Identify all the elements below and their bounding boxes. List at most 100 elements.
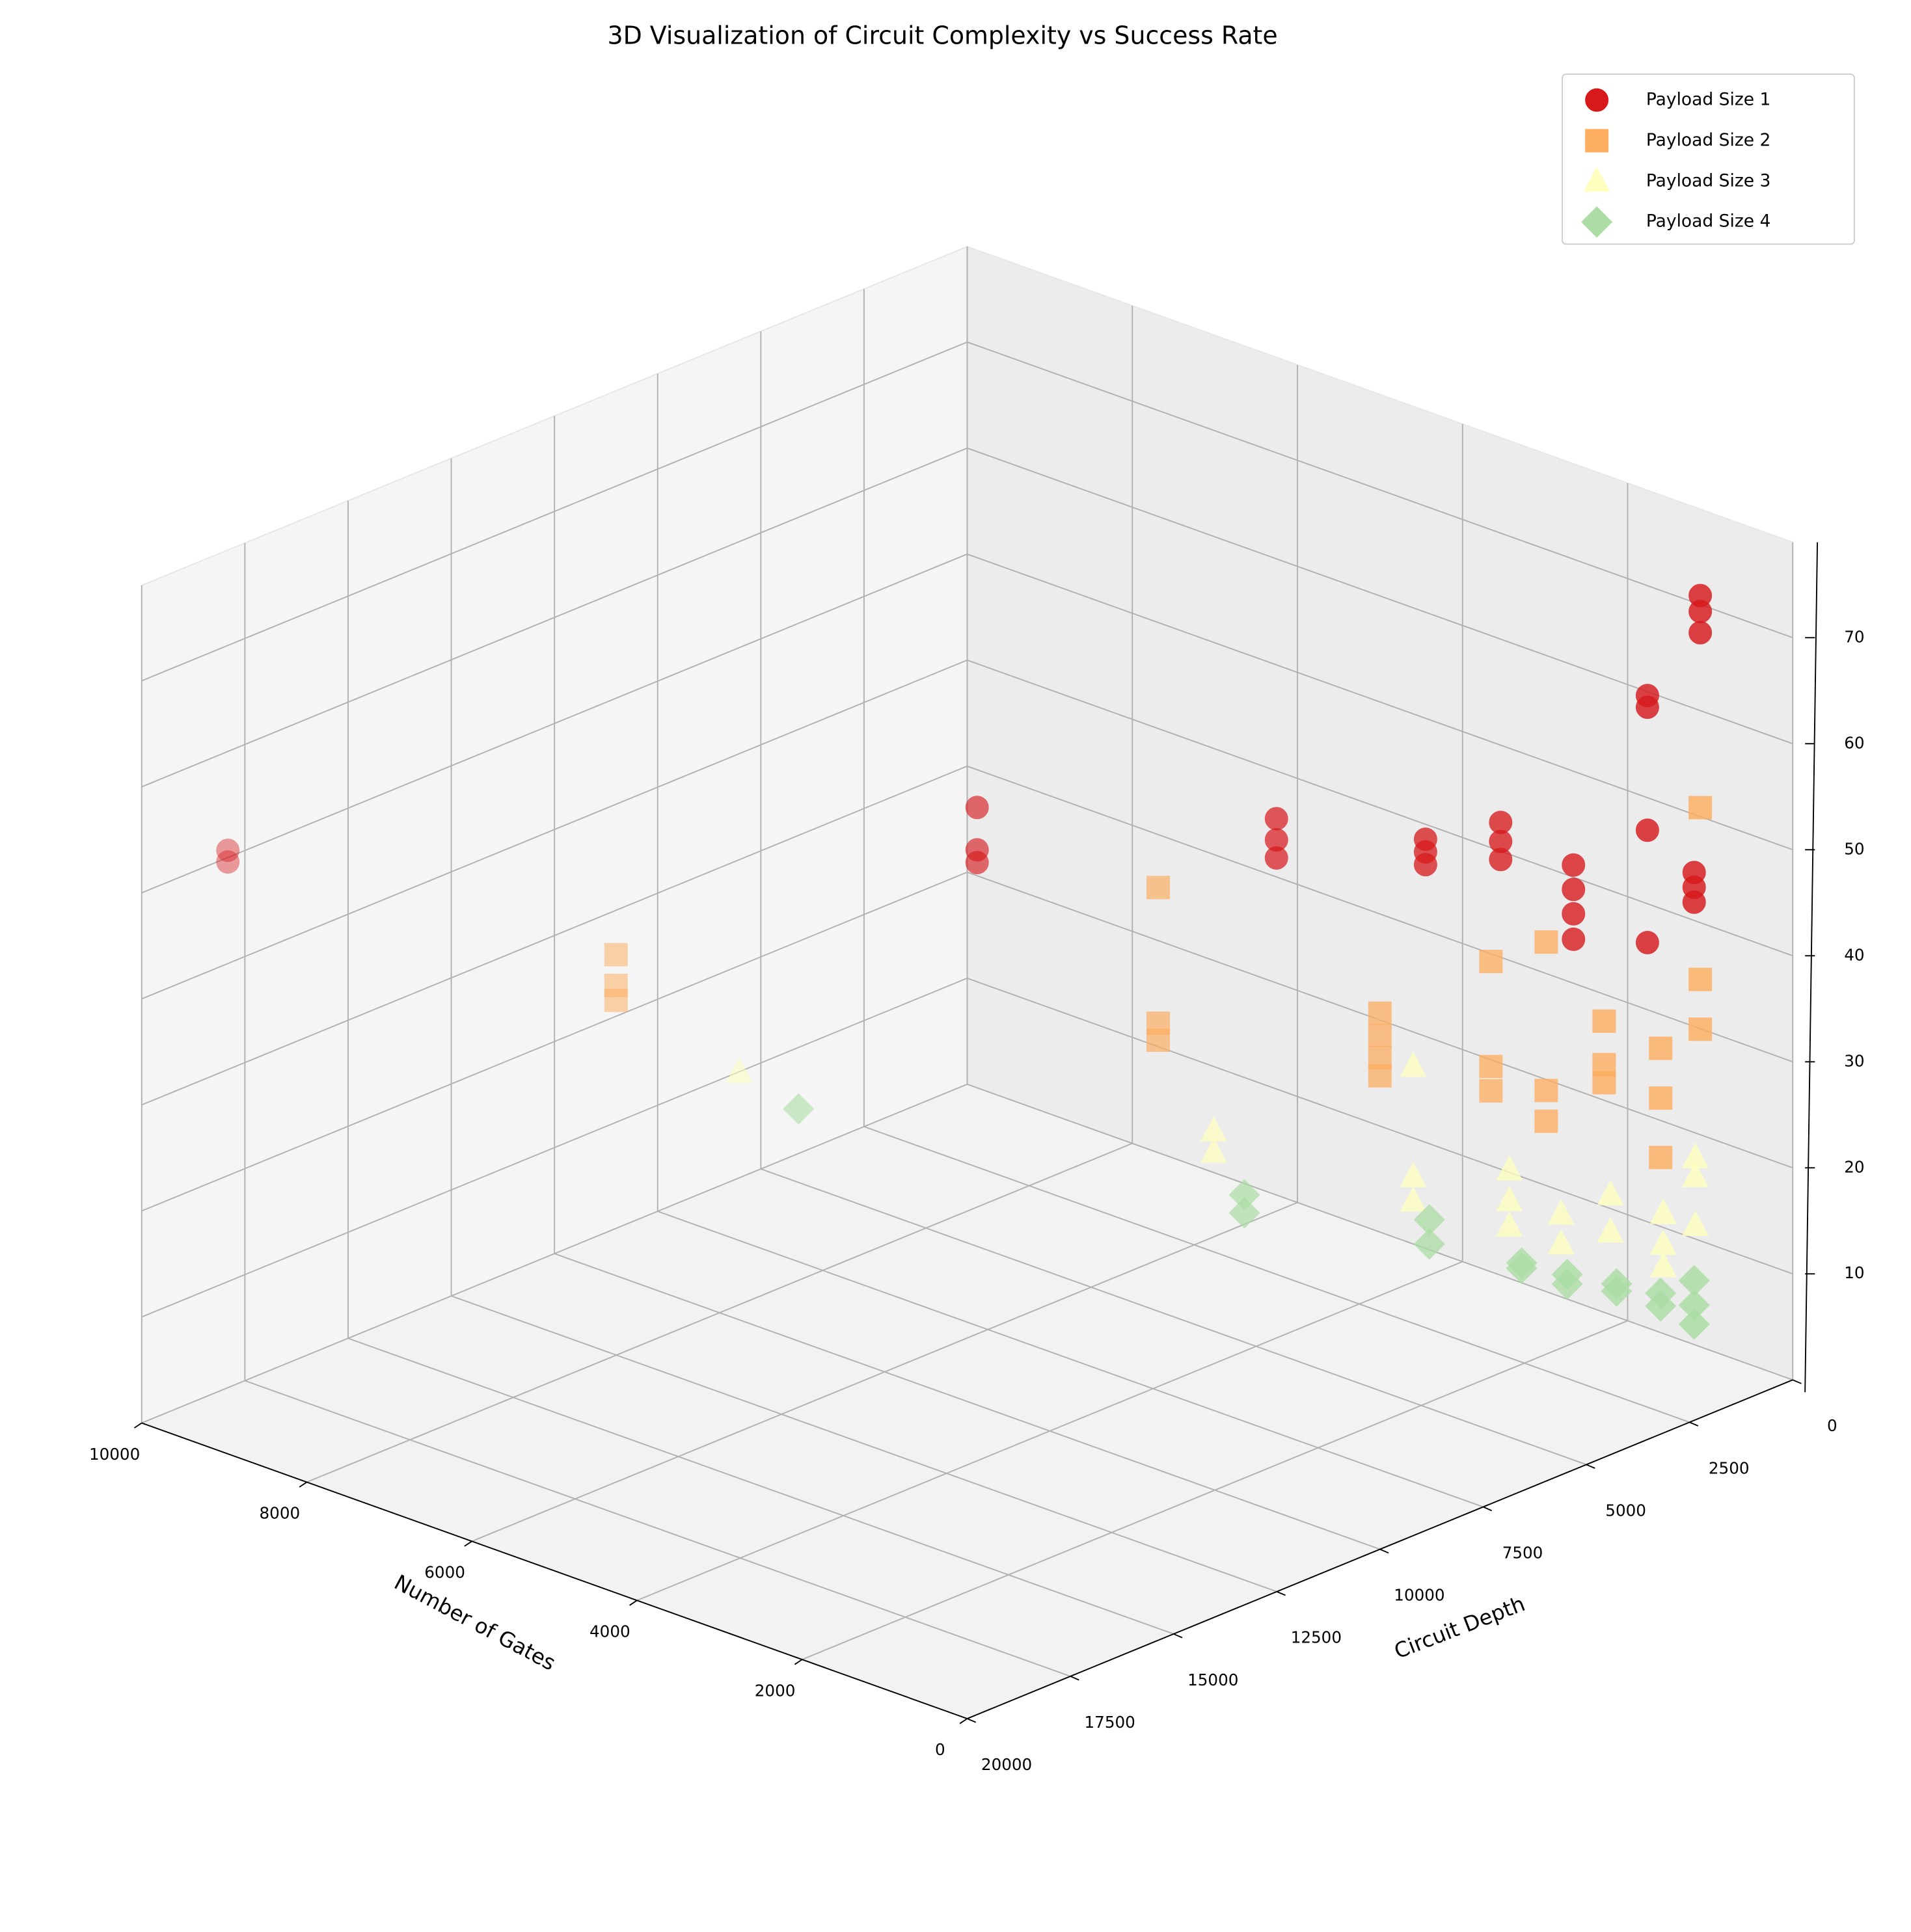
point bbox=[1562, 927, 1586, 951]
grid-line bbox=[967, 1083, 1793, 1381]
grid-line bbox=[657, 1211, 1484, 1508]
x-tick bbox=[794, 1659, 803, 1665]
y-tick bbox=[1792, 1379, 1802, 1384]
grid-line bbox=[141, 765, 968, 1106]
y-tick-label: 10000 bbox=[1394, 1586, 1444, 1605]
point bbox=[604, 943, 628, 967]
legend-marker bbox=[1585, 129, 1609, 153]
point bbox=[1645, 1290, 1677, 1322]
grid-line bbox=[141, 871, 968, 1212]
legend-marker bbox=[1585, 88, 1609, 112]
point bbox=[1649, 1086, 1673, 1110]
point bbox=[1534, 1079, 1558, 1103]
y-tick-label: 17500 bbox=[1085, 1713, 1135, 1732]
y-tick-label: 2500 bbox=[1709, 1458, 1750, 1477]
grid-line bbox=[554, 1253, 1381, 1550]
point bbox=[965, 850, 989, 874]
point bbox=[216, 850, 240, 874]
point bbox=[1597, 1216, 1624, 1242]
x-tick bbox=[464, 1540, 472, 1547]
y-tick bbox=[1379, 1548, 1389, 1554]
z-axis-line bbox=[1804, 542, 1819, 1393]
z-tick-label: 50 bbox=[1844, 839, 1864, 858]
point bbox=[1400, 1186, 1427, 1212]
point bbox=[1479, 1079, 1503, 1103]
x-tick-label: 6000 bbox=[424, 1563, 465, 1582]
x-axis-label: Number of Gates bbox=[390, 1570, 560, 1675]
point bbox=[1228, 1197, 1260, 1229]
point bbox=[1489, 848, 1513, 872]
y-tick-label: 7500 bbox=[1502, 1543, 1543, 1562]
grid-line bbox=[141, 659, 968, 1000]
legend-label: Payload Size 4 bbox=[1646, 211, 1770, 232]
point bbox=[1534, 1109, 1558, 1133]
x-axis-line bbox=[141, 1422, 968, 1719]
point bbox=[1547, 1229, 1575, 1255]
z-tick-label: 70 bbox=[1844, 627, 1864, 646]
point bbox=[725, 1057, 753, 1083]
grid-line bbox=[141, 341, 968, 682]
point bbox=[1400, 1051, 1427, 1077]
x-tick-label: 8000 bbox=[260, 1504, 301, 1523]
point bbox=[1479, 950, 1503, 974]
point bbox=[1688, 796, 1713, 820]
point bbox=[1496, 1185, 1523, 1211]
y-tick-label: 15000 bbox=[1187, 1670, 1238, 1689]
point bbox=[1635, 931, 1659, 955]
point bbox=[1649, 1252, 1677, 1278]
point bbox=[1496, 1211, 1523, 1237]
point bbox=[1688, 967, 1713, 991]
point bbox=[1551, 1268, 1583, 1300]
point bbox=[1547, 1199, 1575, 1225]
legend-label: Payload Size 3 bbox=[1646, 170, 1770, 191]
z-tick-label: 40 bbox=[1844, 945, 1864, 964]
point bbox=[1635, 695, 1659, 719]
x-tick bbox=[629, 1600, 638, 1606]
point bbox=[1597, 1179, 1624, 1205]
legend-marker bbox=[1581, 206, 1613, 238]
y-tick-label: 12500 bbox=[1291, 1628, 1342, 1647]
point bbox=[1413, 1228, 1445, 1260]
y-tick bbox=[1070, 1676, 1079, 1681]
y-tick-label: 20000 bbox=[981, 1755, 1032, 1774]
point bbox=[1649, 1198, 1677, 1224]
chart-title: 3D Visualization of Circuit Complexity v… bbox=[608, 21, 1278, 50]
grid-line bbox=[967, 553, 1793, 851]
x-tick bbox=[299, 1481, 308, 1488]
point bbox=[1479, 1054, 1503, 1079]
point bbox=[1562, 878, 1586, 902]
z-tick-label: 60 bbox=[1844, 733, 1864, 752]
point bbox=[1681, 1211, 1709, 1237]
legend: Payload Size 1 Payload Size 2 Payload Size… bbox=[1562, 74, 1855, 245]
grid-line bbox=[967, 977, 1793, 1275]
point bbox=[1562, 902, 1586, 926]
grid-line bbox=[245, 1380, 1071, 1677]
y-tick bbox=[1483, 1506, 1493, 1512]
point bbox=[604, 988, 628, 1012]
x-tick-label: 2000 bbox=[755, 1681, 796, 1700]
point bbox=[1649, 1146, 1673, 1170]
x-tick bbox=[959, 1718, 968, 1724]
point bbox=[1368, 1023, 1392, 1047]
point bbox=[1146, 876, 1171, 900]
grid-line bbox=[967, 765, 1793, 1063]
point bbox=[1368, 1064, 1392, 1088]
point bbox=[1264, 807, 1288, 831]
point bbox=[1506, 1252, 1538, 1284]
legend-box bbox=[1562, 74, 1855, 245]
point bbox=[1592, 1071, 1616, 1095]
legend-label: Payload Size 2 bbox=[1646, 130, 1770, 150]
point bbox=[1688, 600, 1713, 623]
x-tick-label: 4000 bbox=[590, 1622, 630, 1641]
grid-line bbox=[141, 447, 968, 788]
y-tick-label: 5000 bbox=[1605, 1501, 1646, 1520]
grid-line bbox=[760, 1168, 1587, 1466]
point bbox=[1688, 1017, 1713, 1041]
point bbox=[965, 796, 989, 820]
legend-label: Payload Size 1 bbox=[1646, 89, 1770, 109]
point bbox=[1413, 853, 1437, 877]
grid-line bbox=[347, 1337, 1174, 1635]
grid-line bbox=[141, 553, 968, 894]
